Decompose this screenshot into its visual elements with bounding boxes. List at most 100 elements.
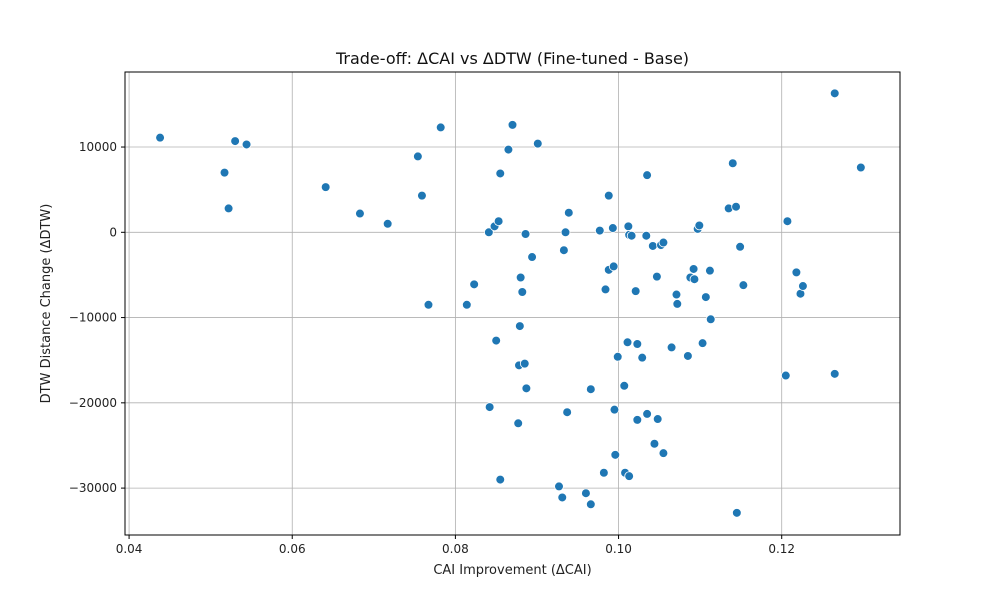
- scatter-point: [515, 272, 526, 283]
- scatter-point: [320, 182, 331, 192]
- scatter-point: [493, 216, 504, 227]
- scatter-point: [689, 274, 700, 284]
- scatter-point: [641, 230, 652, 241]
- scatter-point: [738, 280, 749, 290]
- scatter-point: [624, 471, 634, 481]
- scatter-point: [694, 220, 705, 231]
- scatter-point: [527, 252, 537, 262]
- scatter-point: [856, 162, 866, 173]
- scatter-point: [557, 492, 568, 503]
- scatter-point: [623, 221, 634, 232]
- scatter-point: [435, 122, 446, 133]
- scatter-point: [355, 208, 365, 219]
- scatter-point: [586, 499, 596, 510]
- scatter-point: [469, 279, 479, 290]
- scatter-point: [782, 216, 793, 227]
- scatter-point: [732, 508, 742, 518]
- scatter-point: [666, 342, 677, 353]
- scatter-point: [554, 481, 564, 492]
- y-axis-label: DTW Distance Change (ΔDTW): [39, 204, 54, 404]
- scatter-point: [697, 338, 708, 348]
- axes: 0.04 0.06 0.08 0.10 0.12 −30000 −20000 −10000 0 1…: [69, 71, 901, 556]
- scatter-point: [417, 190, 427, 201]
- x-tick-label: 0.06: [279, 542, 306, 556]
- data-points: [155, 88, 866, 518]
- scatter-point: [632, 415, 643, 425]
- grid-lines: [125, 72, 900, 535]
- scatter-point: [610, 450, 621, 460]
- scatter-point: [223, 203, 234, 214]
- scatter-point: [731, 201, 741, 212]
- scatter-point: [484, 227, 494, 238]
- scatter-point: [230, 136, 240, 146]
- scatter-point: [515, 321, 525, 331]
- scatter-point: [658, 237, 669, 248]
- scatter-point: [642, 170, 652, 180]
- scatter-point: [735, 241, 745, 252]
- scatter-point: [658, 448, 669, 458]
- scatter-point: [413, 151, 423, 162]
- scatter-point: [532, 138, 543, 149]
- scatter-point: [688, 264, 699, 274]
- scatter-point: [705, 314, 716, 325]
- scatter-point: [513, 418, 524, 429]
- scatter-point: [683, 351, 693, 361]
- x-tick-label: 0.08: [442, 542, 469, 556]
- scatter-point: [594, 225, 605, 236]
- scatter-point: [652, 414, 663, 424]
- scatter-point: [517, 287, 528, 297]
- scatter-point: [701, 292, 711, 302]
- chart-title: Trade-off: ΔCAI vs ΔDTW (Fine-tuned - Ba…: [335, 49, 689, 68]
- scatter-point: [600, 284, 611, 295]
- scatter-point: [462, 299, 472, 310]
- scatter-point: [560, 227, 571, 238]
- x-tick-label: 0.10: [605, 542, 632, 556]
- scatter-point: [727, 158, 738, 169]
- scatter-point: [649, 438, 660, 449]
- scatter-point: [484, 402, 495, 412]
- y-tick-label: −30000: [69, 481, 117, 495]
- scatter-point: [705, 265, 715, 276]
- scatter-point: [495, 168, 506, 179]
- scatter-point: [608, 261, 619, 272]
- scatter-point: [612, 351, 623, 362]
- scatter-point: [622, 337, 633, 348]
- scatter-point: [642, 409, 652, 419]
- x-tick-label: 0.04: [116, 542, 143, 556]
- scatter-point: [507, 120, 518, 130]
- scatter-point: [563, 207, 574, 218]
- scatter-point: [491, 335, 501, 346]
- scatter-point: [520, 229, 531, 239]
- scatter-point: [626, 230, 637, 241]
- scatter-point: [155, 132, 165, 143]
- scatter-point: [609, 404, 620, 415]
- scatter-point: [829, 88, 840, 99]
- scatter-point: [521, 383, 532, 394]
- scatter-point: [637, 352, 648, 363]
- scatter-point: [423, 299, 434, 310]
- scatter-point: [791, 267, 802, 278]
- scatter-point: [241, 139, 252, 150]
- y-tick-label: −10000: [69, 311, 117, 325]
- scatter-point: [632, 339, 643, 349]
- scatter-point: [599, 467, 609, 478]
- scatter-point: [586, 384, 596, 394]
- scatter-point: [648, 241, 658, 251]
- scatter-point: [672, 299, 683, 309]
- scatter-point: [495, 474, 506, 485]
- y-tick-label: −20000: [69, 396, 117, 410]
- scatter-point: [630, 286, 641, 296]
- scatter-point: [798, 281, 808, 291]
- scatter-point: [652, 271, 662, 282]
- scatter-point: [829, 369, 840, 379]
- scatter-point: [619, 380, 630, 391]
- scatter-point: [382, 218, 393, 229]
- y-tick-label: 0: [109, 225, 117, 239]
- y-tick-label: 10000: [79, 140, 117, 154]
- x-tick-label: 0.12: [768, 542, 795, 556]
- scatter-point: [581, 488, 591, 499]
- scatter-point: [519, 358, 530, 369]
- scatter-point: [503, 144, 514, 155]
